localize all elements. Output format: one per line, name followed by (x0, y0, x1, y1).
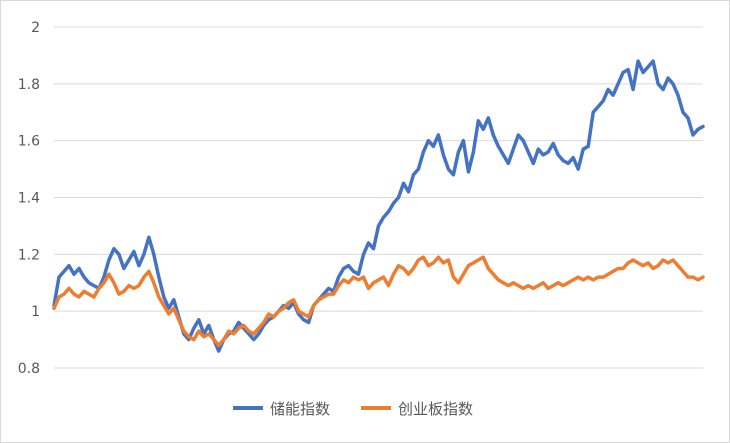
legend-label-series-1: 储能指数 (270, 400, 330, 418)
y-tick-label: 2 (31, 20, 40, 36)
legend: 储能指数 创业板指数 (233, 400, 473, 418)
y-axis-tick-labels: 0.8 1 1.2 1.4 1.6 1.8 2 (18, 20, 40, 377)
y-tick-label: 1.6 (18, 134, 40, 150)
y-tick-label: 1.8 (18, 77, 40, 93)
legend-label-series-2: 创业板指数 (398, 400, 473, 418)
y-tick-label: 0.8 (18, 361, 40, 377)
y-tick-label: 1.2 (18, 247, 40, 263)
y-tick-label: 1.4 (18, 191, 40, 207)
series-line-2 (52, 255, 705, 348)
series-lines (52, 59, 705, 353)
series-line-1 (52, 59, 705, 353)
gridlines (54, 26, 703, 369)
y-tick-label: 1 (31, 304, 40, 320)
